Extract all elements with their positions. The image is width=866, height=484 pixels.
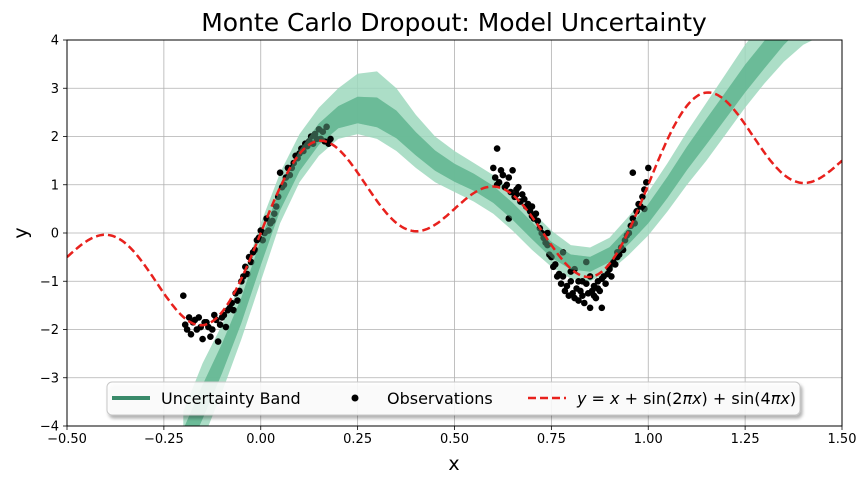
x-tick-label: 1.25: [731, 432, 760, 447]
observation-point: [559, 273, 567, 280]
observation-point: [590, 292, 598, 300]
observation-point: [579, 278, 586, 285]
legend-band-label: Uncertainty Band: [161, 389, 301, 408]
y-tick-label: 0: [51, 227, 59, 242]
chart-title: Monte Carlo Dropout: Model Uncertainty: [201, 8, 707, 37]
observation-point: [612, 261, 619, 268]
observation-point: [271, 210, 278, 217]
y-tick-label: −1: [40, 275, 59, 290]
observation-point: [503, 181, 511, 189]
observation-point: [608, 273, 615, 280]
observation-point: [598, 304, 606, 312]
observation-point: [276, 169, 284, 176]
legend-obs-swatch: [351, 394, 359, 402]
y-tick-label: −4: [40, 420, 59, 435]
observation-point: [199, 335, 206, 343]
x-tick-label: 0.50: [440, 432, 469, 447]
observation-point: [575, 297, 582, 304]
observation-point: [619, 246, 627, 254]
observation-point: [323, 123, 330, 131]
observation-point: [234, 297, 241, 304]
observation-point: [187, 331, 195, 338]
y-tick-label: 3: [51, 82, 59, 97]
observation-point: [236, 287, 243, 295]
observation-point: [491, 174, 499, 181]
x-axis-label: x: [448, 453, 459, 475]
observation-point: [571, 265, 578, 273]
observation-point: [544, 241, 551, 249]
y-tick-label: −3: [40, 371, 59, 386]
observation-point: [327, 135, 334, 143]
observation-point: [230, 306, 237, 314]
x-tick-label: −0.50: [47, 432, 87, 447]
observation-point: [505, 174, 513, 181]
observation-point: [515, 183, 522, 191]
observation-point: [645, 164, 652, 172]
uncertainty-band-layer: [183, 40, 813, 426]
observation-point: [269, 217, 276, 225]
observation-point: [639, 193, 646, 201]
y-axis-label: y: [10, 227, 32, 238]
observation-point: [493, 145, 501, 152]
legend: Uncertainty Band Observations y = x + si…: [106, 381, 801, 416]
observation-point: [509, 167, 516, 174]
observation-point: [185, 314, 193, 321]
observation-point: [559, 249, 567, 256]
observation-point: [579, 292, 586, 300]
observation-point: [490, 164, 497, 172]
observation-point: [528, 203, 536, 210]
x-tick-label: 0.75: [537, 432, 566, 447]
x-tick-label: −0.25: [144, 432, 184, 447]
observation-point: [594, 285, 602, 292]
observation-point: [602, 280, 609, 288]
y-axis-ticks: −4 −3 −2 −1 0 1 2 3 4: [40, 34, 67, 435]
observation-point: [195, 314, 203, 321]
observation-point: [216, 321, 224, 329]
observation-point: [581, 299, 588, 307]
observation-point: [552, 261, 559, 268]
observation-point: [180, 292, 187, 300]
observation-point: [207, 333, 214, 341]
x-tick-label: 1.00: [634, 432, 663, 447]
observation-point: [641, 205, 648, 213]
observation-point: [499, 171, 507, 179]
x-tick-label: 0.25: [343, 432, 372, 447]
x-tick-label: 1.50: [828, 432, 857, 447]
observation-point: [544, 229, 551, 237]
observation-point: [521, 195, 528, 203]
observation-point: [643, 179, 650, 186]
y-tick-label: 2: [51, 130, 59, 145]
uncertainty-band-outer: [183, 40, 813, 426]
observation-point: [557, 280, 565, 288]
x-axis-ticks: −0.50 −0.25 0.00 0.25 0.50 0.75 1.00 1.25 1.50: [47, 426, 856, 447]
observation-point: [319, 128, 327, 135]
observation-point: [629, 169, 637, 176]
legend-box: [106, 381, 801, 416]
observation-point: [222, 323, 230, 331]
legend-obs-label: Observations: [387, 389, 493, 408]
observation-point: [273, 203, 280, 210]
true-function-line: [67, 91, 842, 327]
observation-point: [183, 326, 191, 333]
observation-point: [505, 215, 513, 222]
plot-area: [67, 40, 842, 426]
observation-point: [548, 253, 555, 261]
legend-func-label: y = x + sin(2πx) + sin(4πx): [576, 389, 796, 408]
y-tick-label: 4: [51, 34, 59, 49]
observation-point: [563, 282, 571, 290]
observation-point: [583, 258, 590, 266]
observation-point: [265, 227, 272, 234]
observation-point: [534, 217, 542, 225]
y-tick-label: −2: [40, 323, 59, 338]
observation-point: [567, 278, 575, 285]
observation-point: [586, 304, 594, 312]
function-line-layer: [67, 91, 842, 327]
observation-point: [259, 236, 267, 244]
observation-point: [209, 326, 216, 333]
observation-point: [598, 275, 606, 283]
x-tick-label: 0.00: [246, 432, 275, 447]
observation-point: [214, 338, 222, 345]
y-tick-label: 1: [51, 178, 59, 193]
